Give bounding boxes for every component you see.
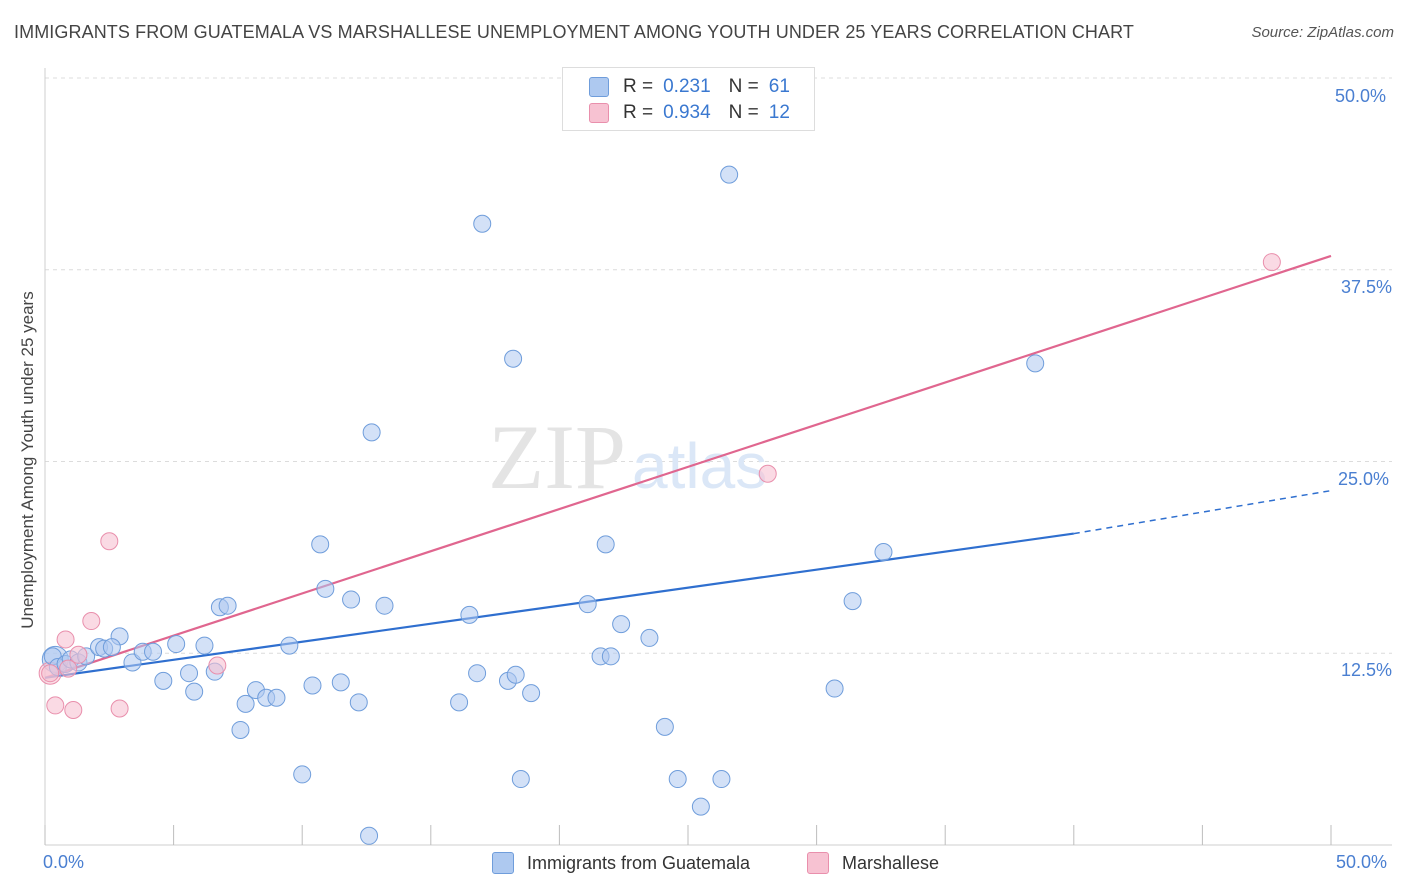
data-point-guatemala	[185, 682, 204, 701]
legend-n-value-marshallese: 12	[768, 102, 790, 123]
y-tick-label-50: 50.0%	[1335, 86, 1387, 106]
data-point-guatemala	[360, 826, 379, 845]
series-legend-label-marshallese: Marshallese	[842, 852, 940, 873]
data-point-guatemala	[303, 676, 322, 695]
data-point-guatemala	[511, 770, 530, 789]
series-legend-guatemala: Immigrants from Guatemala	[492, 851, 750, 875]
data-point-guatemala	[612, 615, 631, 634]
data-point-guatemala	[468, 664, 487, 683]
data-point-marshallese	[69, 645, 88, 664]
trend-line-guatemala	[44, 532, 1074, 679]
data-point-guatemala	[102, 638, 121, 657]
legend-n-value-guatemala: 61	[768, 76, 790, 97]
data-point-guatemala	[720, 165, 739, 184]
data-points	[38, 165, 1281, 845]
data-point-guatemala	[712, 770, 731, 789]
data-point-guatemala	[596, 535, 615, 554]
data-point-guatemala	[825, 679, 844, 698]
source-label: Source: ZipAtlas.com	[1251, 24, 1394, 41]
x-tick-label-max: 50.0%	[1336, 852, 1388, 872]
data-point-guatemala	[316, 579, 335, 598]
data-point-guatemala	[691, 797, 710, 816]
data-point-guatemala	[601, 647, 620, 666]
legend-row-guatemala: R = 0.231 N = 61	[589, 74, 790, 100]
data-point-guatemala	[375, 596, 394, 615]
legend-r-value-guatemala: 0.231	[663, 76, 711, 97]
gridlines	[45, 77, 1392, 654]
data-point-guatemala	[331, 673, 350, 692]
legend-r-value-marshallese: 0.934	[663, 102, 711, 123]
data-point-marshallese	[82, 612, 101, 631]
chart-title: IMMIGRANTS FROM GUATEMALA VS MARSHALLESE…	[14, 22, 1134, 42]
legend-r-label: R =	[623, 102, 654, 123]
data-point-guatemala	[342, 590, 361, 609]
data-point-guatemala	[180, 664, 199, 683]
trend-line-guatemala-extension	[1073, 489, 1332, 535]
data-point-marshallese	[100, 532, 119, 551]
data-point-marshallese	[56, 630, 75, 649]
data-point-guatemala	[522, 684, 541, 703]
data-point-guatemala	[473, 214, 492, 233]
data-point-guatemala	[267, 688, 286, 707]
data-point-guatemala	[843, 592, 862, 611]
data-point-guatemala	[144, 642, 163, 661]
data-point-guatemala	[231, 720, 250, 739]
data-point-marshallese	[41, 664, 60, 683]
data-point-guatemala	[280, 636, 299, 655]
series-legend-swatch-guatemala	[492, 852, 514, 874]
data-point-guatemala	[311, 535, 330, 554]
legend-row-marshallese: R = 0.934 N = 12	[589, 100, 790, 126]
data-point-guatemala	[349, 693, 368, 712]
data-point-guatemala	[362, 423, 381, 442]
legend-r-label: R =	[623, 76, 654, 97]
y-tick-label-37-5: 37.5%	[1341, 277, 1393, 297]
trend-line-marshallese	[44, 254, 1332, 679]
data-point-marshallese	[1262, 253, 1281, 272]
data-point-guatemala	[578, 595, 597, 614]
data-point-marshallese	[110, 699, 129, 718]
legend-swatch-marshallese	[589, 103, 609, 123]
data-point-guatemala	[195, 636, 214, 655]
data-point-guatemala	[154, 671, 173, 690]
series-legend-label-guatemala: Immigrants from Guatemala	[527, 852, 751, 873]
series-legend-swatch-marshallese	[807, 852, 829, 874]
y-tick-label-25: 25.0%	[1338, 469, 1390, 489]
data-point-guatemala	[218, 596, 237, 615]
trend-lines	[44, 254, 1332, 679]
y-tick-label-12-5: 12.5%	[1341, 660, 1393, 680]
correlation-legend: R = 0.231 N = 61 R = 0.934 N = 12	[562, 67, 815, 131]
series-legend-marshallese: Marshallese	[807, 851, 939, 875]
legend-swatch-guatemala	[589, 77, 609, 97]
watermark-zip: ZIP	[488, 406, 626, 508]
legend-n-label: N =	[728, 76, 759, 97]
data-point-guatemala	[1026, 354, 1045, 373]
data-point-guatemala	[236, 694, 255, 713]
watermark-atlas: atlas	[632, 430, 767, 502]
data-point-marshallese	[59, 659, 78, 678]
x-tick-label-min: 0.0%	[43, 852, 85, 872]
watermark: ZIP atlas	[488, 406, 767, 508]
data-point-guatemala	[506, 665, 525, 684]
data-point-guatemala	[450, 693, 469, 712]
data-point-guatemala	[167, 635, 186, 654]
legend-n-label: N =	[728, 102, 759, 123]
axes	[44, 68, 1392, 846]
data-point-guatemala	[640, 628, 659, 647]
data-point-guatemala	[655, 717, 674, 736]
data-point-marshallese	[758, 464, 777, 483]
data-point-guatemala	[668, 770, 687, 789]
data-point-guatemala	[460, 605, 479, 624]
data-point-guatemala	[874, 543, 893, 562]
data-point-guatemala	[504, 349, 523, 368]
data-point-marshallese	[64, 701, 83, 720]
data-point-marshallese	[208, 656, 227, 675]
data-point-guatemala	[293, 765, 312, 784]
data-point-marshallese	[46, 696, 65, 715]
